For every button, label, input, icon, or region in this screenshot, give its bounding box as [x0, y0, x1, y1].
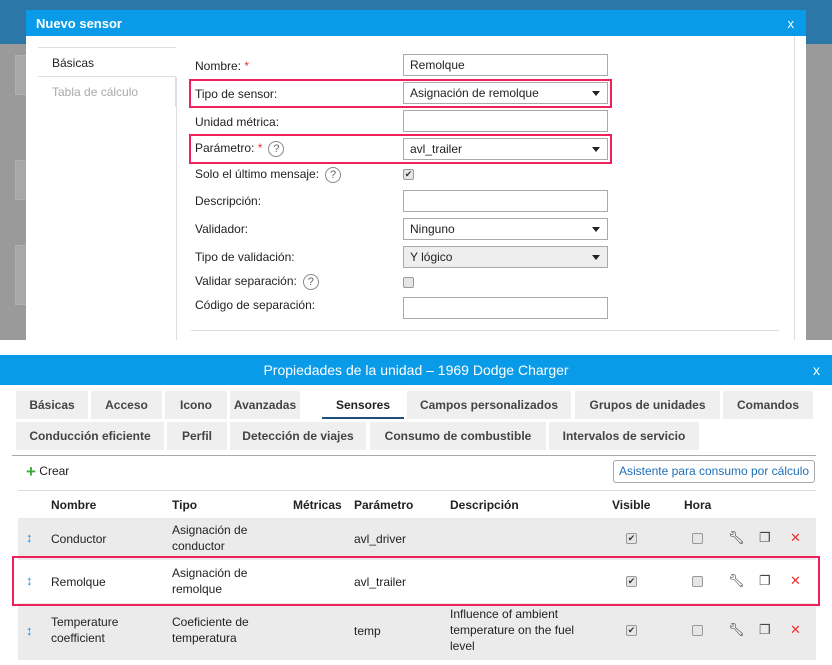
table-row[interactable]: ↕ Temperature coefficient Coeficiente de…: [18, 603, 816, 660]
col-descripcion[interactable]: Descripción: [450, 498, 519, 512]
col-nombre[interactable]: Nombre: [51, 498, 97, 512]
tab-tabla-calculo[interactable]: Tabla de cálculo: [38, 77, 176, 107]
scroll-area: [794, 36, 806, 340]
description-label: Descripción:: [195, 194, 262, 208]
tab-avanzadas[interactable]: Avanzadas: [230, 391, 300, 419]
tab-acceso[interactable]: Acceso: [91, 391, 162, 419]
row-param: avl_trailer: [354, 575, 407, 589]
copy-icon[interactable]: ❐: [759, 573, 771, 588]
copy-icon[interactable]: ❐: [759, 530, 771, 545]
tab-comandos[interactable]: Comandos: [723, 391, 813, 419]
description-input[interactable]: [403, 190, 608, 212]
copy-icon[interactable]: ❐: [759, 622, 771, 637]
row-name: Temperature coefficient: [51, 615, 119, 645]
unit-properties-dialog: Propiedades de la unidad – 1969 Dodge Ch…: [0, 355, 832, 665]
col-visible[interactable]: Visible: [612, 498, 651, 512]
time-checkbox[interactable]: [692, 625, 703, 636]
last-message-label: Solo el último mensaje:?: [195, 167, 342, 183]
last-message-checkbox[interactable]: ✔: [403, 169, 414, 180]
divider: [176, 77, 177, 340]
wrench-icon[interactable]: 🔧︎: [728, 530, 745, 545]
highlight-box: [189, 134, 612, 164]
visible-checkbox[interactable]: ✔: [626, 533, 637, 544]
name-input[interactable]: Remolque: [403, 54, 608, 76]
col-parametro[interactable]: Parámetro: [354, 498, 414, 512]
highlight-box: [12, 556, 820, 606]
validation-type-select[interactable]: Y lógico: [403, 246, 608, 268]
divider: [191, 330, 779, 331]
row-type: Asignación de remolque: [172, 566, 248, 596]
col-metricas[interactable]: Métricas: [293, 498, 342, 512]
validate-sep-checkbox[interactable]: [403, 277, 414, 288]
close-icon[interactable]: x: [787, 15, 795, 31]
delete-icon[interactable]: ✕: [790, 573, 801, 588]
dialog-header: Propiedades de la unidad – 1969 Dodge Ch…: [0, 355, 832, 385]
validator-label: Validador:: [195, 222, 249, 236]
row-name: Remolque: [51, 575, 106, 589]
sep-code-input[interactable]: [403, 297, 608, 319]
validation-type-label: Tipo de validación:: [195, 250, 295, 264]
divider: [18, 490, 816, 491]
divider: [12, 455, 816, 456]
tab-grupos-unidades[interactable]: Grupos de unidades: [575, 391, 720, 419]
help-icon[interactable]: ?: [325, 167, 342, 183]
close-icon[interactable]: x: [813, 362, 820, 378]
tab-basicas[interactable]: Básicas: [16, 391, 88, 419]
row-name: Conductor: [51, 532, 107, 546]
sensor-type-label: Tipo de sensor:: [195, 87, 278, 101]
delete-icon[interactable]: ✕: [790, 530, 801, 545]
row-param: avl_driver: [354, 532, 407, 546]
plus-icon: +: [26, 462, 36, 481]
tab-perfil[interactable]: Perfil: [167, 422, 227, 450]
unit-label: Unidad métrica:: [195, 115, 280, 129]
row-type: Asignación de conductor: [172, 523, 248, 553]
validator-select[interactable]: Ninguno: [403, 218, 608, 240]
tab-deteccion-viajes[interactable]: Detección de viajes: [230, 422, 366, 450]
col-hora[interactable]: Hora: [684, 498, 712, 512]
sensor-type-select[interactable]: Asignación de remolque: [403, 82, 608, 104]
tab-icono[interactable]: Icono: [165, 391, 227, 419]
time-checkbox[interactable]: [692, 576, 703, 587]
tab-conduccion-eficiente[interactable]: Conducción eficiente: [16, 422, 164, 450]
validate-sep-label: Validar separación:?: [195, 274, 319, 290]
tab-campos-personalizados[interactable]: Campos personalizados: [407, 391, 571, 419]
visible-checkbox[interactable]: ✔: [626, 625, 637, 636]
new-sensor-dialog: Nuevo sensor x Básicas Tabla de cálculo …: [26, 10, 806, 340]
dialog-header: Nuevo sensor x: [26, 10, 806, 36]
help-icon[interactable]: ?: [302, 274, 319, 290]
highlight-box: [189, 79, 612, 108]
unit-input[interactable]: [403, 110, 608, 132]
drag-handle-icon[interactable]: ↕: [26, 573, 33, 588]
col-tipo[interactable]: Tipo: [172, 498, 198, 512]
row-description: Influence of ambient temperature on the …: [450, 607, 575, 653]
visible-checkbox[interactable]: ✔: [626, 576, 637, 587]
drag-handle-icon[interactable]: ↕: [26, 623, 33, 638]
row-type: Coeficiente de temperatura: [172, 615, 249, 645]
delete-icon[interactable]: ✕: [790, 622, 801, 637]
drag-handle-icon[interactable]: ↕: [26, 530, 33, 545]
parameter-select[interactable]: avl_trailer: [403, 138, 608, 160]
wrench-icon[interactable]: 🔧︎: [728, 573, 745, 588]
table-row[interactable]: ↕ Conductor Asignación de conductor avl_…: [18, 518, 816, 560]
table-row[interactable]: ↕ Remolque Asignación de remolque avl_tr…: [18, 560, 816, 603]
help-icon[interactable]: ?: [268, 141, 285, 157]
dialog-title: Propiedades de la unidad – 1969 Dodge Ch…: [263, 362, 569, 378]
tab-intervalos-servicio[interactable]: Intervalos de servicio: [549, 422, 699, 450]
dialog-title: Nuevo sensor: [36, 15, 122, 31]
sep-code-label: Código de separación:: [195, 298, 316, 312]
time-checkbox[interactable]: [692, 533, 703, 544]
tab-basicas[interactable]: Básicas: [38, 47, 176, 77]
fuel-wizard-button[interactable]: Asistente para consumo por cálculo: [613, 460, 815, 483]
tab-consumo-combustible[interactable]: Consumo de combustible: [370, 422, 546, 450]
create-button[interactable]: + Crear: [26, 462, 70, 481]
tab-sensores[interactable]: Sensores: [322, 391, 404, 419]
wrench-icon[interactable]: 🔧︎: [728, 622, 745, 637]
parameter-label: Parámetro: *?: [195, 141, 285, 157]
row-param: temp: [354, 624, 381, 638]
name-label: Nombre: *: [195, 59, 250, 73]
